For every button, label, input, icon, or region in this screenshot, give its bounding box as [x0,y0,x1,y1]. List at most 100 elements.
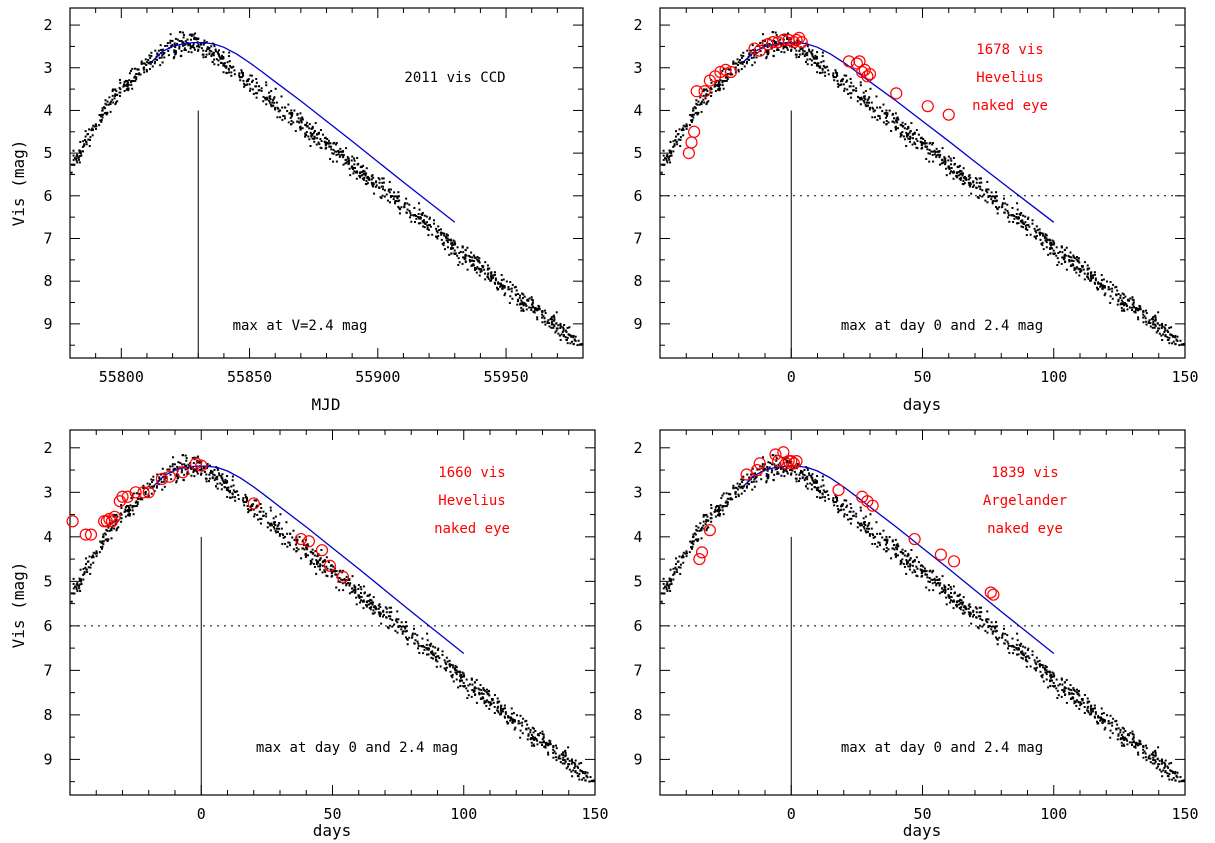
observation-point [1083,711,1086,714]
observation-point [812,480,815,483]
observation-point [915,129,918,132]
observation-point [442,244,445,247]
observation-point [408,209,411,212]
observation-point [922,142,925,145]
observation-point [558,334,561,337]
observation-point [702,98,705,101]
observation-point [405,621,408,624]
observation-point [673,144,676,147]
observation-point [231,496,234,499]
observation-point [564,749,567,752]
observation-point [351,168,354,171]
observation-point [436,660,439,663]
observation-point [1131,309,1134,312]
observation-point [287,121,290,124]
observation-point [721,80,724,83]
y-tick-label: 3 [43,59,52,77]
observation-point [719,79,722,82]
observation-point [175,481,178,484]
observation-point [1062,257,1065,260]
observation-point [905,572,908,575]
observation-point [879,117,882,120]
observation-point [979,188,982,191]
observation-point [375,181,378,184]
observation-point [432,653,435,656]
observation-point [732,60,735,63]
observation-point [366,175,369,178]
observation-point [514,293,517,296]
historical-point [682,147,695,160]
observation-point [280,95,283,98]
observation-point [161,61,164,64]
x-tick-label: 55950 [483,368,528,386]
observation-point [1119,296,1122,299]
observation-point [1002,627,1005,630]
observation-point [679,572,682,575]
observation-point [574,339,577,342]
observation-point [572,343,575,346]
observation-point [166,41,169,44]
observation-point [1107,286,1110,289]
observation-point [529,738,532,741]
observation-point [1101,284,1104,287]
observation-point [454,252,457,255]
observation-point [754,48,757,51]
observation-point [1117,727,1120,730]
observation-point [1122,731,1125,734]
observation-point [388,606,391,609]
observation-point [196,470,199,473]
observation-point [774,31,777,34]
observation-point [827,73,830,76]
observation-point [725,492,728,495]
observation-point [192,44,195,47]
observation-point [421,211,424,214]
observation-point [668,156,671,159]
observation-point [511,718,514,721]
observation-point [911,564,914,567]
observation-point [445,663,448,666]
observation-point [530,296,533,299]
y-tick-label: 9 [43,315,52,333]
observation-point [546,321,549,324]
observation-point [1025,226,1028,229]
observation-point [127,505,130,508]
observation-point [1132,305,1135,308]
observation-point [1080,269,1083,272]
observation-point [777,472,780,475]
observation-point [195,38,198,41]
observation-point [430,656,433,659]
observation-point [544,323,547,326]
observation-point [119,91,122,94]
historical-point [688,125,701,138]
observation-point [242,499,245,502]
observation-point [679,566,682,569]
observation-point [684,125,687,128]
observation-point [692,113,695,116]
observation-point [511,283,514,286]
x-tick-label: 150 [1171,368,1198,386]
observation-point [422,225,425,228]
observation-point [108,96,111,99]
observation-point [833,504,836,507]
observation-point [1131,730,1134,733]
observation-point [436,649,439,652]
observation-point [158,476,161,479]
observation-point [568,334,571,337]
observation-point [451,241,454,244]
observation-point [731,73,734,76]
observation-point [1122,297,1125,300]
observation-point [210,55,213,58]
annotation-group: 1839 vis Argelander naked eye [983,465,1067,537]
observation-point [784,45,787,48]
observation-point [1045,246,1048,249]
observation-point [834,69,837,72]
observation-point [1152,754,1155,757]
observation-point [483,700,486,703]
observation-point [137,73,140,76]
observation-point [666,590,669,593]
observation-point [274,87,277,90]
observation-point [397,191,400,194]
observation-point [710,517,713,520]
observation-point [1109,281,1112,284]
observation-point [318,568,321,571]
